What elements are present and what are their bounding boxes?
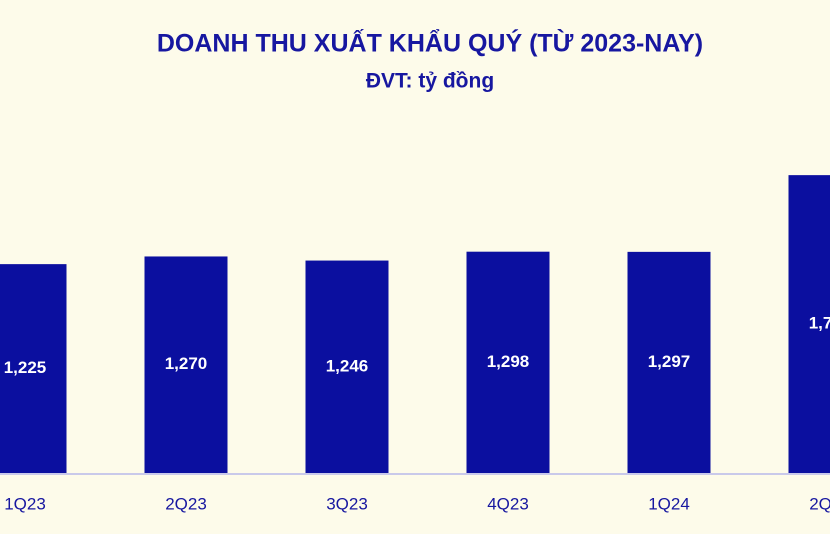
value-label: 1,747 bbox=[809, 314, 830, 333]
chart-subtitle: ĐVT: tỷ đồng bbox=[366, 70, 494, 93]
value-label: 1,297 bbox=[648, 352, 691, 371]
value-label: 1,298 bbox=[487, 352, 530, 371]
bar bbox=[305, 260, 389, 473]
x-tick-label: 1Q24 bbox=[648, 494, 690, 513]
bar bbox=[627, 251, 711, 473]
x-tick-label: 4Q23 bbox=[487, 494, 529, 513]
x-tick-label: 2Q24 bbox=[809, 494, 830, 513]
chart-title: DOANH THU XUẤT KHẨU QUÝ (TỪ 2023-NAY) bbox=[157, 28, 703, 58]
bar bbox=[788, 175, 830, 473]
bar bbox=[144, 256, 228, 473]
x-tick-label: 3Q23 bbox=[326, 494, 368, 513]
x-tick-label: 2Q23 bbox=[165, 494, 207, 513]
bar bbox=[0, 264, 67, 473]
value-label: 1,270 bbox=[165, 354, 208, 373]
bar bbox=[466, 251, 550, 473]
x-tick-label: 1Q23 bbox=[4, 494, 46, 513]
value-label: 1,246 bbox=[326, 356, 369, 375]
value-label: 1,225 bbox=[4, 358, 47, 377]
